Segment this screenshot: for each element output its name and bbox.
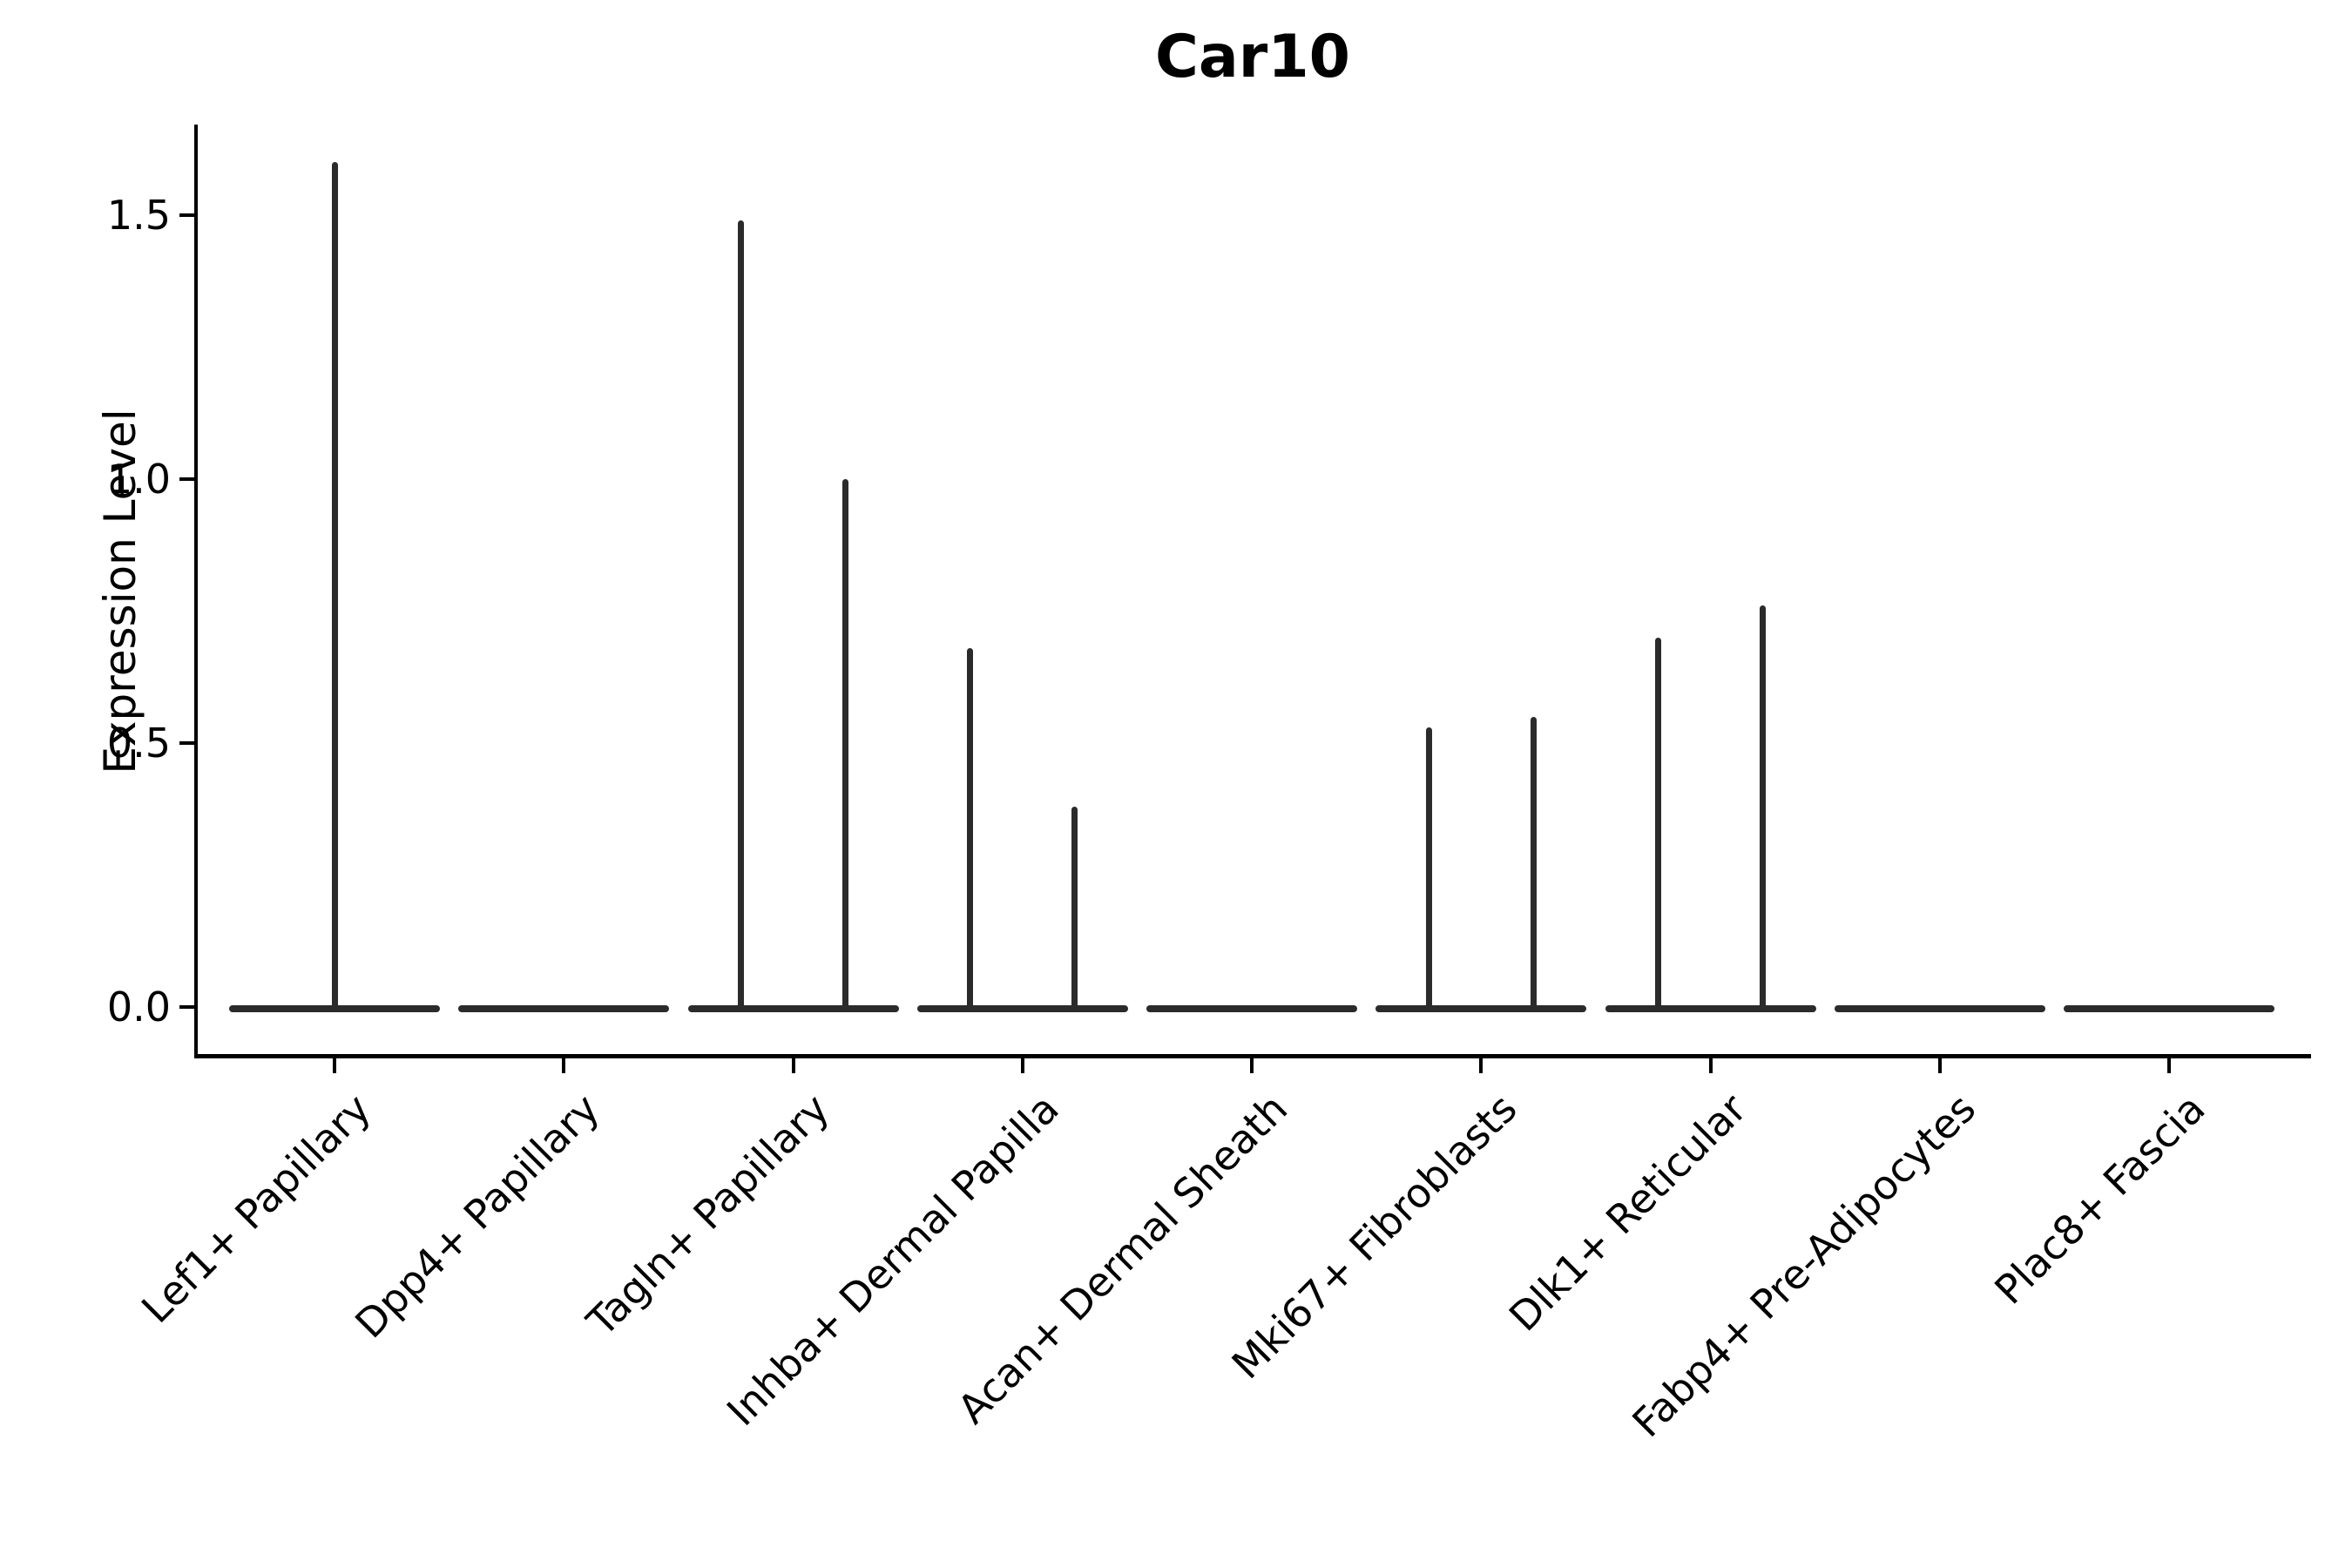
y-tick-label: 1.0 <box>106 456 171 503</box>
x-tick-label: Dlk1+ Reticular <box>1499 1085 1755 1341</box>
x-tick-label: Plac8+ Fascia <box>1985 1085 2214 1314</box>
violin-body <box>1834 1005 2045 1012</box>
y-tick-mark <box>179 1005 196 1009</box>
y-tick-label: 0.0 <box>106 983 171 1031</box>
violin-spike <box>1530 716 1537 1012</box>
violin-spike <box>842 479 848 1012</box>
x-tick-mark <box>2167 1057 2171 1073</box>
chart-title: Car10 <box>1155 23 1350 91</box>
x-tick-mark <box>562 1057 566 1073</box>
y-tick-mark <box>179 477 196 481</box>
x-tick-label: Tagln+ Papillary <box>578 1085 838 1346</box>
violin-spike <box>1071 806 1078 1012</box>
y-tick-mark <box>179 741 196 745</box>
violin-body <box>1605 1005 1816 1012</box>
x-tick-mark <box>791 1057 795 1073</box>
violin-body <box>687 1005 899 1012</box>
y-tick-label: 0.5 <box>106 720 171 767</box>
violin-spike <box>967 647 974 1012</box>
y-tick-label: 1.5 <box>106 192 171 239</box>
x-tick-mark <box>1250 1057 1254 1073</box>
violin-spike <box>331 162 338 1012</box>
violin-body <box>2064 1005 2274 1012</box>
x-axis-spine <box>194 1054 2311 1058</box>
x-tick-mark <box>1479 1057 1484 1073</box>
y-tick-mark <box>179 213 196 217</box>
y-axis-spine <box>194 125 198 1058</box>
violin-spike <box>1425 727 1432 1012</box>
x-tick-mark <box>333 1057 336 1073</box>
x-tick-label: Lef1+ Papillary <box>132 1085 380 1333</box>
violin-spike <box>1655 637 1661 1012</box>
x-tick-label: Dpp4+ Papillary <box>346 1085 609 1348</box>
x-tick-mark <box>1020 1057 1024 1073</box>
violin-spike <box>738 220 744 1012</box>
violin-body <box>1146 1005 1357 1012</box>
violin-spike <box>1760 605 1766 1012</box>
violin-body <box>458 1005 670 1012</box>
violin-body <box>1375 1005 1587 1012</box>
x-tick-mark <box>1937 1057 1942 1073</box>
violin-body <box>916 1005 1128 1012</box>
y-axis-label: Expression Level <box>95 409 145 774</box>
x-tick-mark <box>1708 1057 1713 1073</box>
